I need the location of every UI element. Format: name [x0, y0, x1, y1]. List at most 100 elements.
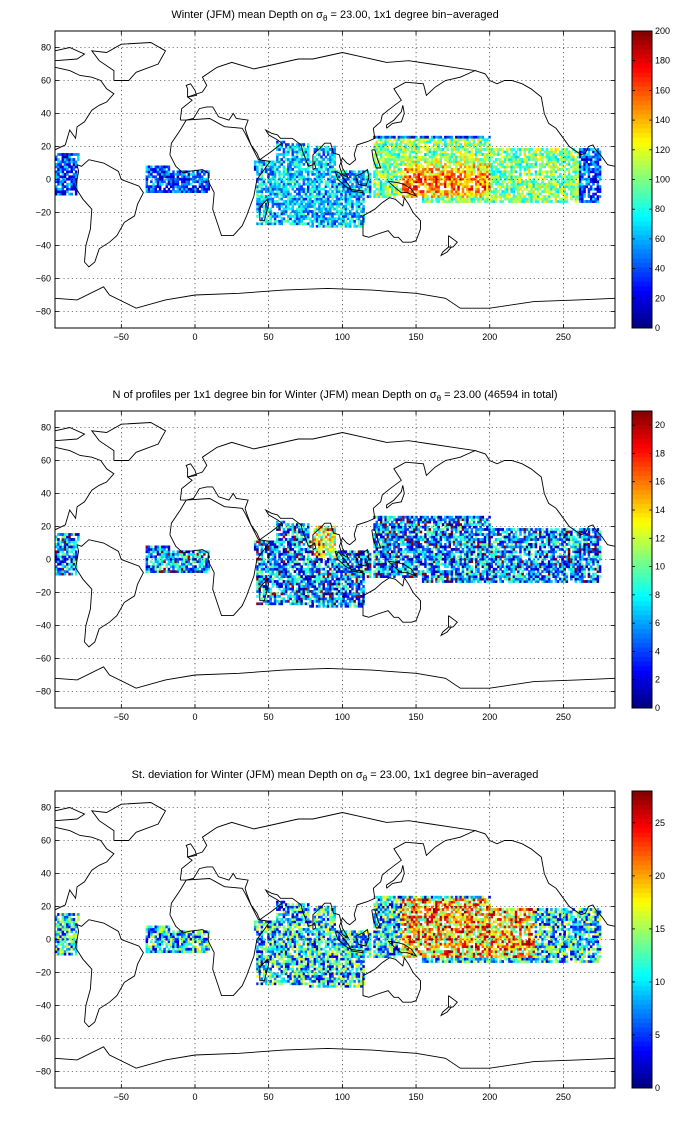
data-cell [587, 180, 591, 184]
data-cell [444, 138, 447, 142]
data-cell [547, 170, 551, 174]
data-cell [419, 138, 423, 142]
data-cell [479, 150, 482, 154]
data-cell [534, 163, 538, 166]
data-cell [276, 215, 279, 218]
data-cell [517, 158, 520, 161]
data-cell [368, 187, 372, 191]
data-cell [59, 540, 62, 544]
data-cell [360, 210, 363, 213]
data-cell [205, 187, 208, 191]
data-cell [61, 168, 65, 171]
data-cell [280, 187, 284, 191]
data-cell [280, 538, 284, 541]
data-cell [267, 560, 270, 564]
chart-profile-count: N of profiles per 1x1 degree bin for Win… [36, 389, 665, 722]
data-cell [481, 182, 485, 186]
data-cell [267, 207, 270, 211]
data-cell [486, 197, 489, 201]
data-cell [300, 197, 303, 201]
data-cell [273, 222, 277, 226]
data-cell [444, 140, 447, 144]
data-cell [415, 187, 418, 191]
data-cell [501, 160, 505, 164]
data-cell [424, 145, 427, 149]
data-cell [298, 597, 301, 601]
data-cell [147, 185, 151, 189]
data-cell [57, 550, 60, 554]
data-cell [333, 592, 337, 596]
data-cells [55, 515, 602, 608]
data-cell [298, 602, 301, 606]
data-cell [313, 530, 317, 534]
data-cell [468, 143, 471, 146]
data-cell [346, 604, 350, 608]
data-cell [269, 543, 272, 546]
data-cell [349, 170, 352, 174]
data-cell [421, 197, 425, 201]
data-cell [278, 540, 281, 544]
data-cell [320, 165, 323, 169]
data-cell [470, 195, 474, 198]
data-cell [430, 187, 434, 191]
data-cell [311, 567, 314, 571]
data-cell [154, 187, 158, 191]
data-cell [59, 562, 62, 566]
data-cell [337, 200, 341, 203]
data-cell [300, 585, 303, 588]
data-cell [262, 595, 266, 598]
data-cell [433, 155, 436, 159]
data-cell [384, 145, 387, 149]
data-cell [514, 200, 518, 203]
data-cell [183, 565, 186, 569]
data-cell [337, 552, 341, 556]
data-cell [393, 145, 396, 149]
data-cell [559, 200, 562, 203]
data-cell [360, 570, 363, 573]
data-cell [357, 207, 361, 211]
data-cell [337, 170, 341, 174]
data-cell [154, 550, 158, 554]
data-cell [514, 153, 518, 156]
data-cell [150, 175, 153, 179]
data-cell [563, 155, 566, 159]
data-cell [375, 148, 379, 151]
data-cell [172, 170, 175, 174]
data-cell [318, 210, 321, 213]
colorbar-tick-label: 40 [655, 264, 665, 274]
data-cell [260, 560, 264, 564]
data-cell [461, 158, 465, 161]
data-cell [479, 168, 482, 171]
y-tick-label: −20 [36, 208, 51, 218]
data-cell [68, 543, 71, 546]
data-cell [318, 177, 321, 181]
data-cell [198, 557, 202, 561]
data-cell [457, 170, 460, 174]
data-cell [178, 567, 182, 571]
data-cell [559, 150, 562, 154]
data-cell [415, 175, 418, 179]
data-cell [461, 153, 465, 156]
data-cell [435, 175, 438, 179]
data-cell [450, 168, 454, 171]
data-cell [490, 153, 494, 156]
data-cell [353, 202, 356, 206]
data-cell [322, 207, 326, 211]
data-cell [488, 155, 491, 159]
data-cell [282, 580, 286, 583]
data-cell [355, 172, 359, 176]
data-cell [287, 180, 290, 184]
data-cell [185, 555, 188, 559]
data-cell [163, 175, 166, 179]
data-cell [200, 562, 204, 566]
data-cell [291, 548, 295, 551]
data-cell [271, 222, 275, 226]
data-cell [269, 587, 272, 591]
data-cell [269, 180, 272, 184]
data-cell [567, 180, 571, 184]
data-cell [322, 165, 326, 169]
data-cell [161, 190, 164, 193]
data-cell [291, 582, 295, 586]
data-cell [307, 565, 310, 569]
data-cell [315, 185, 319, 189]
